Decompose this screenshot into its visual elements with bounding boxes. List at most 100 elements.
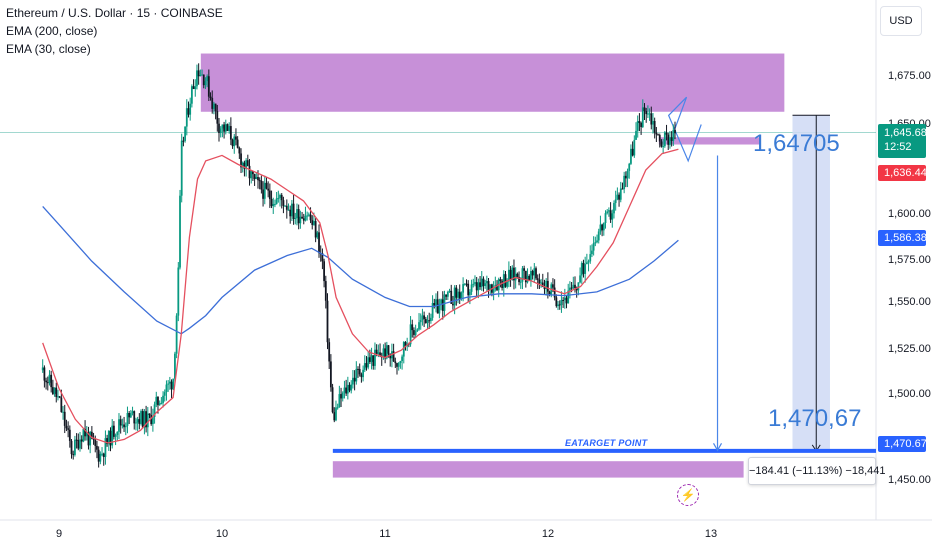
candle-body	[309, 214, 312, 221]
candle-body	[253, 174, 256, 180]
candle-body	[333, 412, 336, 421]
candle-body	[172, 378, 175, 390]
candle-body	[528, 275, 531, 281]
zone-box	[200, 53, 785, 112]
candle-body	[128, 412, 131, 418]
candle-body	[343, 387, 346, 393]
candle-body	[531, 270, 534, 276]
candle-body	[184, 126, 186, 141]
candle-body	[207, 76, 210, 97]
candle-body	[667, 134, 670, 145]
candle-body	[245, 160, 248, 169]
candle-body	[445, 294, 448, 297]
candle-body	[213, 103, 215, 109]
candle-body	[419, 320, 422, 323]
candle-body	[602, 222, 605, 231]
candle-body	[51, 387, 54, 394]
currency-button[interactable]: USD	[880, 6, 922, 36]
candle-body	[635, 130, 637, 140]
candle-body	[121, 424, 124, 426]
y-tick: 1,550.00	[888, 296, 931, 308]
candle-body	[148, 413, 151, 415]
candle-body	[382, 348, 385, 358]
candle-body	[482, 278, 485, 286]
candle-body	[252, 171, 254, 175]
candle-body	[660, 141, 663, 147]
target-line-label: EATARGET POINT	[561, 438, 652, 448]
candle-body	[485, 281, 488, 284]
candle-body	[674, 129, 676, 134]
candle-body	[546, 280, 549, 292]
candle-body	[279, 194, 281, 198]
legend-ema200[interactable]: EMA (200, close)	[6, 24, 98, 38]
candle-body	[472, 283, 475, 285]
candle-body	[209, 96, 212, 98]
candle-body	[421, 315, 424, 321]
legend-ema30[interactable]: EMA (30, close)	[6, 42, 91, 56]
candle-body	[326, 300, 329, 343]
candle-body	[316, 232, 319, 238]
candle-body	[409, 324, 412, 345]
candle-body	[453, 287, 456, 306]
candle-body	[518, 276, 520, 283]
candle-body	[653, 121, 656, 133]
candle-body	[282, 200, 285, 206]
candle-body	[663, 132, 666, 147]
candle-body	[460, 292, 463, 299]
candle-body	[365, 363, 368, 368]
lightning-icon[interactable]: ⚡	[677, 484, 699, 506]
candle-body	[250, 171, 253, 179]
y-tick: 1,675.00	[888, 70, 931, 82]
candle-body	[60, 397, 63, 412]
y-tick: 1,500.00	[888, 388, 931, 400]
candle-body	[74, 439, 76, 455]
candle-body	[180, 140, 183, 196]
candle-body	[541, 282, 544, 288]
candle-body	[313, 221, 315, 225]
candle-body	[372, 355, 375, 366]
candle-body	[424, 318, 427, 323]
candle-body	[557, 304, 559, 307]
candle-body	[48, 374, 51, 383]
candle-body	[430, 317, 432, 322]
candle-body	[126, 412, 129, 426]
candle-body	[477, 282, 480, 291]
candle-body	[480, 278, 483, 288]
candle-body	[591, 250, 593, 255]
candle-body	[648, 113, 651, 115]
candle-body	[350, 384, 353, 391]
x-tick: 11	[379, 528, 391, 540]
candle-body	[579, 275, 581, 283]
candle-body	[423, 315, 426, 319]
candle-body	[218, 123, 220, 134]
candle-body	[133, 411, 136, 424]
candle-body	[368, 357, 371, 362]
candle-body	[231, 139, 234, 147]
candle-body	[275, 198, 278, 204]
candle-body	[67, 428, 70, 430]
candle-body	[196, 70, 198, 87]
candle-body	[324, 281, 327, 301]
candle-body	[641, 107, 644, 128]
candle-body	[462, 284, 465, 293]
candle-body	[401, 356, 403, 361]
candle-body	[662, 146, 665, 148]
candle-body	[223, 124, 225, 132]
candle-body	[511, 267, 514, 280]
candle-body	[79, 439, 81, 449]
candle-body	[267, 188, 270, 191]
resistance-level-text: 1,64705	[753, 130, 840, 157]
candle-body	[68, 429, 71, 441]
candle-body	[631, 148, 634, 156]
candle-body	[284, 205, 287, 207]
candle-body	[640, 123, 643, 128]
candle-body	[63, 411, 66, 426]
candle-body	[289, 209, 292, 217]
candle-body	[187, 108, 190, 115]
candle-body	[399, 360, 402, 363]
candle-body	[174, 353, 176, 379]
candle-body	[504, 274, 507, 287]
candle-body	[474, 282, 476, 284]
